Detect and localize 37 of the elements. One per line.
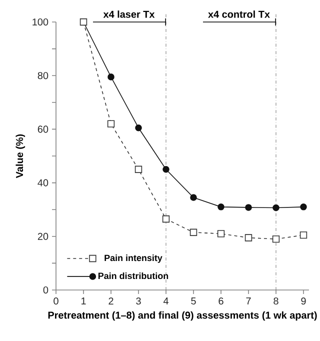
x-tick-label: 0 — [54, 298, 58, 305]
x-tick-label: 4 — [163, 298, 168, 304]
ref-line-label: x4 laser Tx — [103, 10, 155, 18]
x-tick-label: 5 — [191, 298, 196, 304]
x-tick-label: 1 — [81, 298, 86, 304]
point — [162, 166, 170, 173]
x-axis-title: Pretreatment (1–8) and final (9) assessments (1 wk apart) — [48, 311, 317, 321]
y-tick-label: 20 — [38, 232, 48, 240]
x-tick-label: 8 — [274, 298, 278, 305]
point — [272, 204, 280, 212]
y-tick-label: 80 — [38, 72, 48, 80]
x-tick-label: 6 — [218, 298, 224, 305]
point — [300, 231, 308, 239]
y-tick-label: 60 — [38, 126, 48, 133]
point — [272, 235, 280, 243]
legend-label: Pain intensity — [104, 254, 162, 263]
y-axis-title: Value (%) — [16, 134, 26, 178]
point — [162, 215, 170, 223]
point — [218, 204, 224, 210]
point — [190, 194, 197, 201]
point — [245, 204, 252, 211]
ref-line-label: x4 control Tx — [208, 10, 270, 18]
point — [135, 124, 142, 132]
y-tick-label: 40 — [38, 179, 48, 186]
point — [107, 120, 115, 128]
point — [300, 204, 307, 210]
y-tick-label: 100 — [32, 18, 48, 26]
x-tick-label: 9 — [301, 298, 306, 305]
point — [190, 228, 198, 236]
point — [244, 234, 252, 242]
point — [134, 166, 142, 173]
x-tick-label: 2 — [108, 298, 114, 304]
legend-label: Pain distribution — [98, 272, 168, 280]
y-tick-label: 0 — [43, 286, 48, 294]
x-tick-label: 7 — [246, 298, 251, 304]
x-tick-label: 3 — [136, 298, 141, 305]
point — [108, 74, 114, 80]
